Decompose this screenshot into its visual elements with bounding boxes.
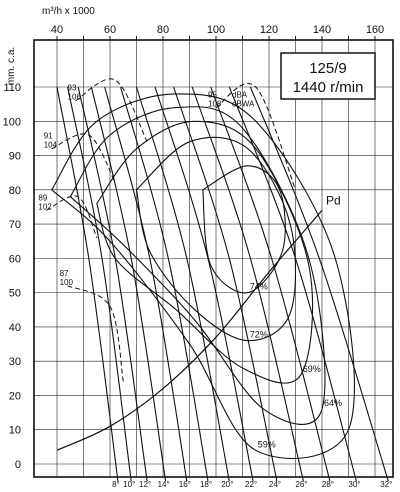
noise-label-dba: 91	[44, 132, 53, 141]
x-tick-label: 80	[157, 24, 169, 36]
blade-angle-label: 20°	[221, 480, 233, 489]
y-tick-label: 110	[3, 82, 21, 94]
y-tick-label: 80	[9, 185, 21, 197]
blade-angle-curve	[77, 86, 148, 482]
noise-label-dbwa: 108	[208, 100, 222, 109]
blade-angle-curves: 8° 10° 12° 14° 16° 18° 20° 22° 24° 26° 28° 30° 32°	[56, 86, 392, 489]
noise-unit-dba: dBA	[232, 91, 248, 100]
blade-angle-curve	[228, 86, 357, 482]
blade-angle-curve	[249, 86, 389, 482]
info-box-border	[280, 52, 376, 100]
y-tick-label: 50	[9, 288, 21, 300]
pd-curve: Pd	[56, 193, 341, 451]
blade-angle-curve	[120, 86, 209, 482]
blade-angle-curve	[173, 86, 278, 482]
x-tick-label: 40	[51, 24, 63, 36]
x-axis-label: m³/h x 1000	[42, 6, 95, 17]
noise-label-dbwa: 100	[60, 278, 74, 287]
y-tick-label: 20	[9, 390, 21, 402]
chart-subtitle: 1440 r/min	[293, 79, 364, 96]
blade-angle-label: 28°	[322, 480, 334, 489]
blade-angle-curve	[210, 86, 331, 482]
noise-label-dba: 95	[208, 91, 217, 100]
y-tick-label: 60	[9, 253, 21, 265]
y-axis-label: mm. c.a.	[6, 47, 17, 85]
blade-angle-label: 24°	[269, 480, 281, 489]
blade-angle-label: 16°	[179, 480, 191, 489]
blade-angle-label: 18°	[200, 480, 212, 489]
efficiency-curve	[69, 106, 326, 425]
noise-label-dba: 87	[60, 269, 69, 278]
blade-angle-label: 10°	[123, 480, 135, 489]
noise-unit-dbwa: dBWA	[232, 100, 255, 109]
blade-angle-curve	[104, 86, 188, 482]
noise-label-dbwa: 104	[44, 141, 58, 150]
efficiency-label: 59%	[258, 439, 276, 449]
blade-angle-curve	[135, 86, 230, 482]
efficiency-label: 74%	[250, 282, 268, 292]
y-tick-label: 10	[9, 425, 21, 437]
noise-label-dba: 93	[68, 84, 77, 93]
x-tick-label: 100	[207, 24, 225, 36]
blade-angle-curve	[56, 86, 119, 482]
blade-angle-label: 12°	[139, 480, 151, 489]
y-tick-label: 40	[9, 322, 21, 334]
y-tick-label: 90	[9, 151, 21, 163]
noise-label-dbwa: 106	[68, 93, 82, 102]
x-tick-label: 120	[260, 24, 278, 36]
noise-curve	[75, 78, 148, 143]
x-tick-label: 160	[366, 24, 384, 36]
noise-curve	[215, 83, 296, 190]
efficiency-label: 64%	[324, 398, 342, 408]
noise-label-dbwa: 102	[38, 202, 52, 211]
pd-label: Pd	[326, 193, 341, 207]
blade-angle-curve	[90, 86, 167, 482]
noise-curve	[67, 285, 124, 382]
y-tick-label: 100	[3, 116, 21, 128]
x-tick-label: 140	[313, 24, 331, 36]
efficiency-curve	[50, 93, 355, 460]
blade-angle-label: 32°	[380, 480, 392, 489]
blade-angle-label: 14°	[158, 480, 170, 489]
chart-grid	[34, 40, 393, 477]
efficiency-curve	[135, 136, 297, 342]
chart-title: 125/9	[309, 60, 347, 77]
plot-border	[33, 39, 394, 478]
x-tick-label: 60	[104, 24, 116, 36]
y-tick-label: 30	[9, 356, 21, 368]
blade-angle-curve	[191, 86, 304, 482]
pd-line	[56, 210, 323, 451]
efficiency-label: 69%	[303, 364, 321, 374]
info-box: 125/9 1440 r/min	[280, 52, 376, 100]
blade-angle-label: 26°	[295, 480, 307, 489]
y-tick-label: 70	[9, 219, 21, 231]
blade-angle-label: 8°	[112, 480, 120, 489]
blade-angle-curve	[67, 86, 132, 482]
y-tick-label: 0	[15, 459, 21, 471]
blade-angle-curve	[154, 86, 254, 482]
blade-angle-label: 30°	[348, 480, 360, 489]
y-tick-labels: 0 10 20 30 40 50 60 70 80 90 100 110	[3, 82, 21, 471]
blade-angle-label: 22°	[245, 480, 257, 489]
noise-label-dba: 89	[38, 193, 47, 202]
efficiency-curves: 59% 64% 69% 72% 74%	[50, 93, 355, 460]
x-tick-labels: 40 60 80 100 120 140 160	[51, 24, 384, 40]
plot-frame	[33, 39, 394, 478]
noise-curve	[46, 195, 98, 239]
efficiency-label: 72%	[250, 330, 268, 340]
efficiency-curve	[202, 165, 286, 294]
